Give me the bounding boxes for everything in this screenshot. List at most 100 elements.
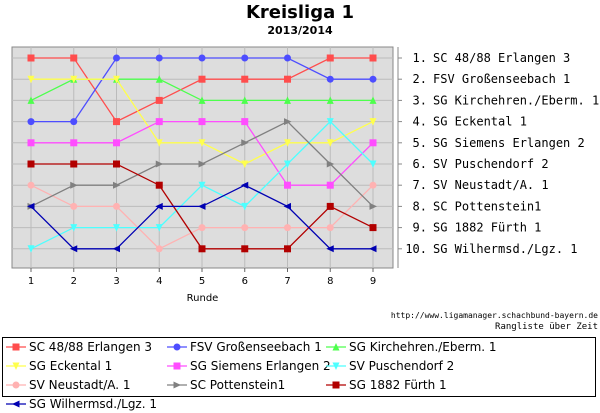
chart-subtitle: 2013/2014 [267,24,333,37]
ranking-team-name: SC 48/88 Erlangen 3 [433,51,570,65]
series-point [284,118,292,126]
x-tick-label: 9 [370,276,376,287]
series-point [326,224,334,232]
series-point [113,139,120,147]
series-point [326,160,335,168]
legend-marker [12,381,20,389]
series-point [112,245,120,253]
series-point [369,118,377,126]
series-point [155,202,163,210]
ranking-label: 4. [413,115,427,129]
series-point [27,202,35,210]
legend-marker [173,343,181,351]
series-point [284,96,291,104]
legend-item: SC 48/88 Erlangen 3 [5,338,152,356]
series-point [198,54,206,62]
series-point [27,96,35,104]
legend-item: FSV Großenseebach 1 [166,338,322,356]
series-point [155,224,163,232]
legend-item: SG Wilhermsd./Lgz. 1 [5,395,157,413]
x-tick-label: 2 [71,276,77,287]
series-point [326,75,334,83]
series-point [70,160,78,168]
series-point [155,118,163,126]
ranking-team-name: SV Puschendorf 2 [433,157,549,171]
legend-marker [12,362,20,370]
series-point [198,224,206,232]
series-point [369,245,377,253]
series-point [198,181,206,190]
ranking-team-name: SC Pottenstein1 [433,199,541,213]
legend-marker [12,343,20,351]
series-point [369,75,377,83]
series-point [70,224,78,232]
legend-item: SG Siemens Erlangen 2 [166,357,331,375]
series-point [27,160,35,168]
series-point [113,54,120,62]
series-point [155,181,163,189]
ranking-team-name: SV Neustadt/A. 1 [433,178,549,192]
series-point [70,139,78,147]
legend-marker [332,343,340,351]
series-point [241,96,249,104]
series-point [284,181,291,189]
ranking-label: 3. [413,93,427,107]
legend-label: SV Puschendorf 2 [349,359,455,373]
x-tick-label: 1 [28,276,34,287]
series-point [70,54,78,62]
series-point [113,202,120,210]
source-url: http://www.ligamanager.schachbund-bayern… [390,311,598,320]
legend-label: SG Eckental 1 [29,359,113,373]
legend-label: SG Wilhermsd./Lgz. 1 [29,397,157,411]
series-point [70,118,78,126]
chart-caption: Rangliste über Zeit [495,322,598,332]
legend-marker [12,400,20,408]
legend-swatch [6,343,26,351]
x-tick-label: 6 [242,276,248,287]
series-point [113,224,120,232]
legend-item: SC Pottenstein1 [166,376,285,394]
legend-item: SG 1882 Fürth 1 [325,376,447,394]
series-point [27,181,35,189]
series-point [198,96,206,104]
legend-swatch [6,362,26,370]
series-point [155,75,163,83]
ranking-label: 8. [413,199,427,213]
series-point [69,245,78,253]
series-point [155,160,164,168]
series-point [326,181,334,189]
legend-swatch [326,381,346,389]
series-point [155,139,163,147]
series-point [198,75,206,83]
legend-label: SG Siemens Erlangen 2 [190,359,331,373]
series-point [241,160,249,168]
series-point [155,245,163,253]
ranking-team-name: SG Siemens Erlangen 2 [433,136,585,150]
series-point [113,118,120,126]
x-tick-label: 8 [327,276,333,287]
series-point [284,54,291,62]
series-point [369,160,377,168]
ranking-label: 7. [413,178,427,192]
chart-title: Kreisliga 1 [245,2,355,23]
legend-marker [332,381,340,389]
series-point [326,54,334,62]
ranking-team-name: SG Eckental 1 [433,115,527,129]
series-point [70,181,78,189]
series-point [241,139,249,147]
line-chart: 1 2 3 4 5 6 7 8 9 Runde 1. SC 48/88 Erlangen 3 2. FSV… [11,46,599,304]
series-point [27,118,35,126]
series-point [284,245,291,253]
legend-swatch [167,362,187,370]
legend-label: SG 1882 Fürth 1 [349,378,447,392]
legend-swatch [326,343,346,351]
legend-swatch [6,381,26,389]
ranking-label: 10. [405,242,427,256]
ranking-team-name: FSV Großenseebach 1 [433,72,570,86]
series-point [369,54,377,62]
legend-swatch [167,343,187,351]
series-point [155,54,163,62]
series-point [284,139,291,147]
legend-item: SV Neustadt/A. 1 [5,376,131,394]
series-point [241,245,249,253]
